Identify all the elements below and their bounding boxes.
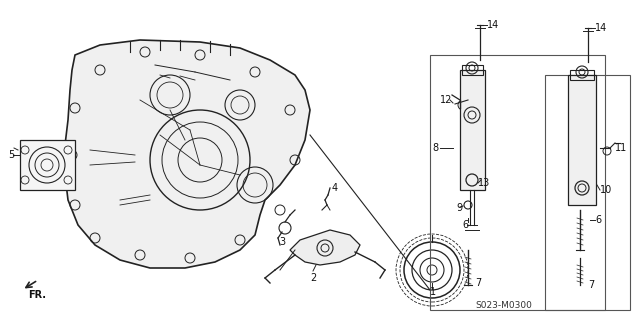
Text: 4: 4 (332, 183, 338, 193)
Text: 2: 2 (310, 273, 316, 283)
Text: 5: 5 (8, 150, 14, 160)
Text: 7: 7 (475, 278, 481, 288)
Text: 14: 14 (595, 23, 607, 33)
Bar (430, 55, 605, 310)
PathPatch shape (65, 40, 310, 268)
Text: 9: 9 (456, 203, 462, 213)
Text: 10: 10 (600, 185, 612, 195)
Text: 11: 11 (615, 143, 627, 153)
Bar (545, 75, 630, 310)
Text: 6: 6 (462, 220, 468, 230)
Text: S023-M0300: S023-M0300 (475, 300, 532, 309)
Text: 14: 14 (487, 20, 499, 30)
Bar (568, 75, 596, 205)
Text: 13: 13 (478, 178, 490, 188)
Bar (570, 70, 594, 80)
Text: 1: 1 (430, 287, 436, 297)
Bar (460, 70, 485, 190)
Text: 3: 3 (279, 237, 285, 247)
Text: 6: 6 (595, 215, 601, 225)
Text: 8: 8 (432, 143, 438, 153)
Text: 12: 12 (440, 95, 452, 105)
Bar (462, 65, 483, 75)
Text: 7: 7 (588, 280, 595, 290)
PathPatch shape (290, 230, 360, 265)
Bar (20, 140, 75, 190)
Text: FR.: FR. (28, 290, 46, 300)
